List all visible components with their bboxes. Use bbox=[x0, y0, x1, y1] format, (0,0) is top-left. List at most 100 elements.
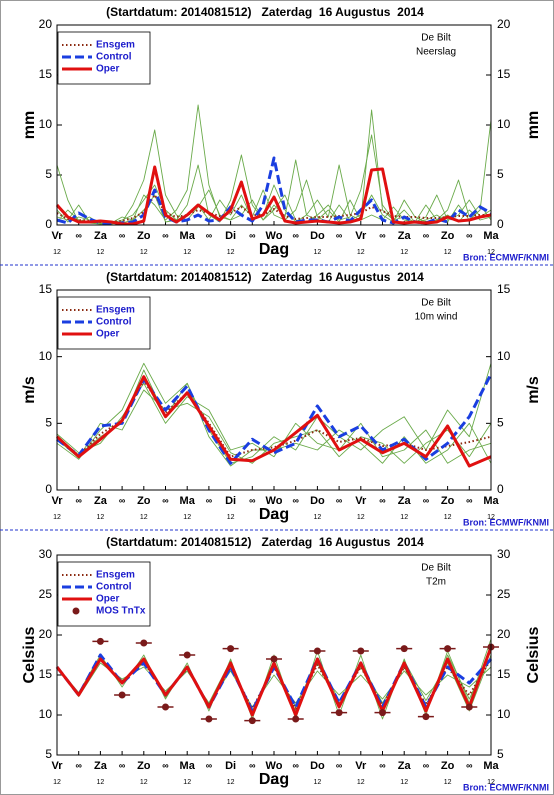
x-tick-label: Ma bbox=[180, 760, 196, 772]
x-sublabel: 12 bbox=[357, 779, 365, 786]
x-tick-label: Ma bbox=[180, 230, 196, 242]
x-tick-label: ∞ bbox=[379, 230, 386, 240]
x-tick-label: Wo bbox=[266, 760, 283, 772]
plot-frame bbox=[56, 554, 492, 756]
y2-axis-label: mm bbox=[525, 111, 542, 139]
x-tick-label: Za bbox=[94, 760, 108, 772]
x-sublabel: 12 bbox=[140, 249, 148, 256]
x-tick-label: Vr bbox=[51, 760, 63, 772]
y2-tick-label: 15 bbox=[497, 282, 511, 296]
x-tick-label: ∞ bbox=[423, 230, 430, 240]
y-axis-label: m/s bbox=[21, 376, 38, 404]
x-sublabel: 12 bbox=[357, 514, 365, 521]
source: Bron: ECMWF/KNMI bbox=[463, 252, 549, 262]
mos-point bbox=[270, 655, 278, 663]
x-tick-label: ∞ bbox=[249, 230, 256, 240]
y2-axis-label: Celsius bbox=[525, 626, 542, 683]
x-sublabel: 12 bbox=[400, 779, 408, 786]
x-tick-label: ∞ bbox=[336, 495, 343, 505]
y-tick-label: 25 bbox=[39, 587, 53, 601]
y2-tick-label: 5 bbox=[497, 747, 504, 761]
x-tick-label: Wo bbox=[266, 495, 283, 507]
x-tick-label: ∞ bbox=[75, 495, 82, 505]
x-tick-label: ∞ bbox=[292, 760, 299, 770]
series-line bbox=[55, 165, 492, 226]
y2-tick-label: 10 bbox=[497, 349, 511, 363]
x-tick-label: Ma bbox=[180, 495, 196, 507]
y2-tick-label: 5 bbox=[497, 416, 504, 430]
x-sublabel: 12 bbox=[227, 514, 235, 521]
mos-point bbox=[205, 715, 213, 723]
x-sublabel: 12 bbox=[97, 779, 105, 786]
x-sublabel: 12 bbox=[314, 779, 322, 786]
x-sublabel: 12 bbox=[357, 249, 365, 256]
x-sublabel: 12 bbox=[487, 249, 495, 256]
x-sublabel: 12 bbox=[97, 249, 105, 256]
variable: Neerslag bbox=[416, 47, 456, 58]
legend-label: Oper bbox=[96, 64, 119, 75]
x-tick-label: ∞ bbox=[162, 760, 169, 770]
x-sublabel: 12 bbox=[487, 514, 495, 521]
legend-box bbox=[57, 31, 151, 85]
mos-point bbox=[313, 647, 321, 655]
x-tick-label: ∞ bbox=[336, 760, 343, 770]
station: De Bilt bbox=[421, 298, 451, 309]
mos-point bbox=[422, 713, 430, 721]
x-sublabel: 12 bbox=[227, 249, 235, 256]
ensemble-member bbox=[56, 362, 492, 464]
x-sublabel: 12 bbox=[487, 779, 495, 786]
x-tick-label: Zo bbox=[137, 495, 151, 507]
x-sublabel: 12 bbox=[140, 779, 148, 786]
series-line bbox=[55, 646, 493, 717]
y2-tick-label: 0 bbox=[497, 217, 504, 231]
x-sublabel: 12 bbox=[183, 779, 191, 786]
series-line bbox=[56, 194, 491, 223]
x-sublabel: 12 bbox=[444, 249, 452, 256]
x-tick-label: ∞ bbox=[423, 760, 430, 770]
x-tick-label: ∞ bbox=[119, 495, 126, 505]
x-tick-label: ∞ bbox=[466, 230, 473, 240]
x-tick-label: ∞ bbox=[292, 495, 299, 505]
legend-label: Ensgem bbox=[96, 570, 135, 581]
x-sublabel: 12 bbox=[140, 514, 148, 521]
x-tick-label: Zo bbox=[137, 760, 151, 772]
y-tick-label: 0 bbox=[45, 217, 52, 231]
x-tick-label: Di bbox=[225, 495, 236, 507]
x-sublabel: 12 bbox=[270, 779, 278, 786]
legend-swatch bbox=[72, 607, 80, 615]
ensemble-member bbox=[56, 129, 492, 225]
x-tick-label: Za bbox=[398, 230, 412, 242]
y2-tick-label: 15 bbox=[497, 667, 511, 681]
y-axis-label: mm bbox=[21, 111, 38, 139]
y2-tick-label: 10 bbox=[497, 707, 511, 721]
legend-label: Control bbox=[96, 317, 132, 328]
plot-frame bbox=[56, 24, 492, 226]
x-tick-label: Di bbox=[225, 760, 236, 772]
chart-title: (Startdatum: 2014081512) Zaterdag 16 Aug… bbox=[106, 270, 424, 284]
x-tick-label: Zo bbox=[137, 230, 151, 242]
y2-tick-label: 5 bbox=[497, 167, 504, 181]
variable: 10m wind bbox=[415, 312, 458, 323]
y2-tick-label: 15 bbox=[497, 67, 511, 81]
mos-point bbox=[96, 637, 104, 645]
legend-box bbox=[57, 561, 151, 627]
x-sublabel: 12 bbox=[444, 514, 452, 521]
x-axis-label: Dag bbox=[259, 241, 289, 258]
x-sublabel: 12 bbox=[270, 249, 278, 256]
y-tick-label: 10 bbox=[39, 349, 53, 363]
x-tick-label: ∞ bbox=[379, 495, 386, 505]
y-tick-label: 15 bbox=[39, 67, 53, 81]
source: Bron: ECMWF/KNMI bbox=[463, 782, 549, 792]
x-tick-label: Vr bbox=[355, 760, 367, 772]
y-tick-label: 30 bbox=[39, 547, 53, 561]
x-sublabel: 12 bbox=[400, 249, 408, 256]
x-sublabel: 12 bbox=[270, 514, 278, 521]
mos-point bbox=[444, 645, 452, 653]
ensemble-member bbox=[56, 104, 492, 224]
x-sublabel: 12 bbox=[400, 514, 408, 521]
y-tick-label: 20 bbox=[39, 17, 53, 31]
legend-label: Ensgem bbox=[96, 305, 135, 316]
x-sublabel: 12 bbox=[314, 514, 322, 521]
x-tick-label: Ma bbox=[483, 495, 499, 507]
